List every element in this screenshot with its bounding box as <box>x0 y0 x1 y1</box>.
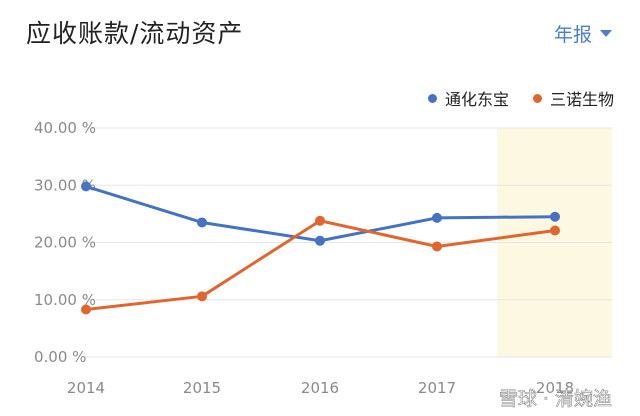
data-point-series-1 <box>315 235 325 246</box>
watermark-text: 雪球 · 清婉渔 <box>499 388 612 410</box>
y-tick-label: 10.00 % <box>34 291 96 309</box>
period-dropdown[interactable]: 年报 <box>554 20 612 47</box>
data-point-series-2 <box>197 291 207 302</box>
series-line-1 <box>85 184 556 243</box>
data-point-series-1 <box>197 217 207 228</box>
y-tick-label: 20.00 % <box>34 234 96 252</box>
data-point-series-1 <box>81 181 91 192</box>
y-tick-label: 0.00 % <box>34 348 86 366</box>
legend-item-series-2[interactable]: 三诺生物 <box>532 86 614 110</box>
period-label: 年报 <box>553 24 592 46</box>
x-tick-label: 2014 <box>67 379 105 397</box>
data-point-series-2 <box>432 241 442 252</box>
y-tick-label: 30.00 % <box>34 176 96 194</box>
data-point-series-1 <box>432 212 442 223</box>
data-point-series-2 <box>81 304 91 315</box>
data-point-series-2 <box>550 225 560 236</box>
legend: 通化东宝 三诺生物 <box>427 86 614 110</box>
legend-item-series-1[interactable]: 通化东宝 <box>427 86 509 110</box>
chart-title: 应收账款/流动资产 <box>26 19 244 48</box>
series-line-2 <box>85 219 556 311</box>
data-point-series-2 <box>315 215 325 226</box>
x-tick-label: 2016 <box>301 379 339 397</box>
legend-dot-series-1 <box>427 93 437 103</box>
x-tick-label: 2018 <box>536 379 574 397</box>
legend-label-series-1: 通化东宝 <box>444 90 509 109</box>
x-tick-label: 2015 <box>183 379 221 397</box>
x-tick-label: 2017 <box>418 379 456 397</box>
chevron-down-icon <box>600 30 612 37</box>
legend-label-series-2: 三诺生物 <box>549 90 614 109</box>
data-point-series-1 <box>550 211 560 222</box>
y-tick-label: 40.00 % <box>34 119 96 137</box>
legend-dot-series-2 <box>532 93 542 103</box>
